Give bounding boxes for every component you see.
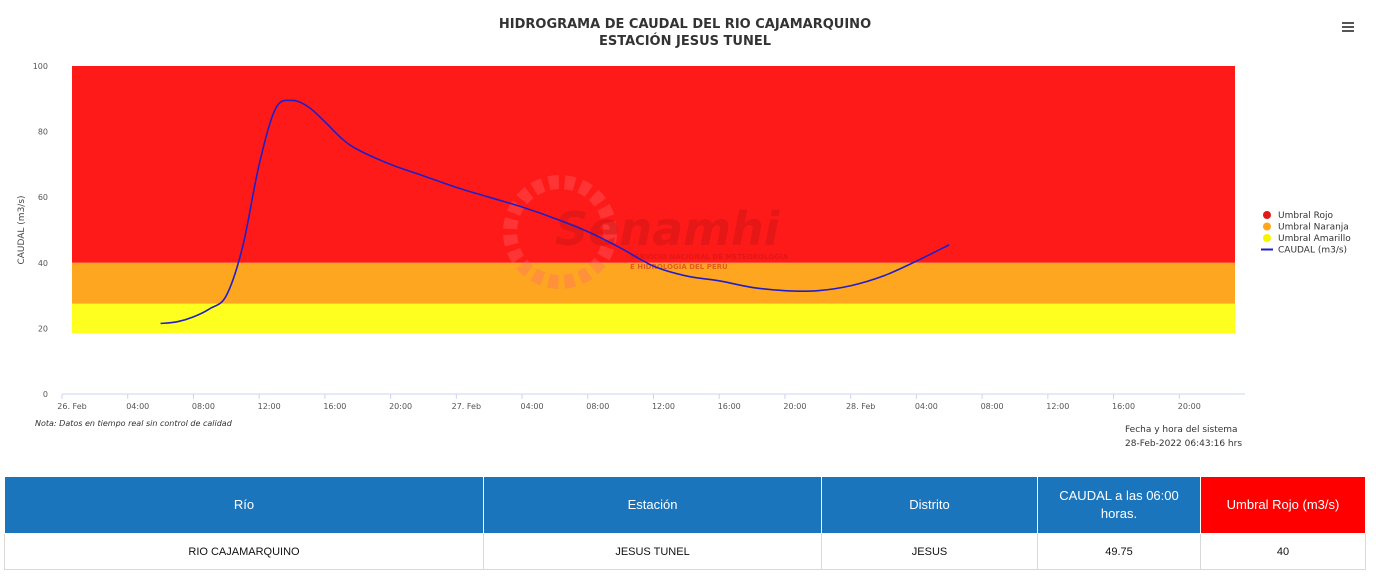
x-tick-label-7: 04:00 <box>521 402 544 411</box>
legend-item-1: Umbral Naranja <box>1278 223 1349 233</box>
y-tick-label-4: 80 <box>38 128 48 137</box>
threshold-band-1 <box>72 262 1235 304</box>
y-axis-label: CAUDAL (m3/s) <box>17 195 27 264</box>
watermark-line1: SERVICIO NACIONAL DE METEOROLOGÍA <box>630 252 789 261</box>
x-tick-label-15: 12:00 <box>1046 402 1069 411</box>
cell-estacion: JESUS TUNEL <box>483 533 822 570</box>
cell-umbral-rojo: 40 <box>1200 533 1366 570</box>
table-header-row: Río Estación Distrito CAUDAL a las 06:00… <box>4 476 1366 534</box>
header-rio: Río <box>4 476 484 534</box>
threshold-band-0 <box>72 66 1235 263</box>
chart-svg: HIDROGRAMA DE CAUDAL DEL RIO CAJAMARQUIN… <box>17 17 1351 411</box>
header-umbral-rojo: Umbral Rojo (m3/s) <box>1200 476 1366 534</box>
legend-marker-0 <box>1263 211 1271 219</box>
x-tick-label-13: 04:00 <box>915 402 938 411</box>
chart-subtitle: ESTACIÓN JESUS TUNEL <box>599 33 771 49</box>
header-estacion: Estación <box>483 476 822 534</box>
legend-item-0: Umbral Rojo <box>1278 211 1334 221</box>
x-tick-label-14: 08:00 <box>981 402 1004 411</box>
table-row: RIO CAJAMARQUINO JESUS TUNEL JESUS 49.75… <box>4 533 1366 570</box>
quality-note: Nota: Datos en tiempo real sin control d… <box>35 419 232 428</box>
x-tick-label-6: 27. Feb <box>452 402 481 411</box>
x-tick-label-17: 20:00 <box>1178 402 1201 411</box>
x-tick-label-1: 04:00 <box>126 402 149 411</box>
cell-distrito: JESUS <box>821 533 1038 570</box>
series-line-0 <box>160 99 950 325</box>
y-tick-label-3: 60 <box>38 193 48 202</box>
header-distrito: Distrito <box>821 476 1038 534</box>
system-date-value: 28-Feb-2022 06:43:16 hrs <box>1125 439 1243 449</box>
x-tick-label-11: 20:00 <box>783 402 806 411</box>
watermark-brand: Senamhi <box>555 202 781 256</box>
system-date: Fecha y hora del sistema 28-Feb-2022 06:… <box>1125 423 1242 451</box>
watermark-line2: E HIDROLOGÍA DEL PERÚ <box>630 262 728 271</box>
legend-item-2: Umbral Amarillo <box>1278 234 1351 244</box>
x-tick-label-4: 16:00 <box>323 402 346 411</box>
x-tick-label-9: 12:00 <box>652 402 675 411</box>
x-tick-label-2: 08:00 <box>192 402 215 411</box>
y-tick-label-2: 40 <box>38 259 48 268</box>
x-tick-label-8: 08:00 <box>586 402 609 411</box>
header-caudal: CAUDAL a las 06:00 horas. <box>1037 476 1201 534</box>
chart-title: HIDROGRAMA DE CAUDAL DEL RIO CAJAMARQUIN… <box>499 17 871 32</box>
cell-rio: RIO CAJAMARQUINO <box>4 533 484 570</box>
y-tick-label-0: 0 <box>43 390 48 399</box>
cell-caudal: 49.75 <box>1037 533 1201 570</box>
legend-marker-2 <box>1263 234 1271 242</box>
system-date-label: Fecha y hora del sistema <box>1125 425 1238 435</box>
legend-item-3: CAUDAL (m3/s) <box>1278 246 1347 256</box>
hamburger-icon[interactable] <box>1336 16 1360 40</box>
x-tick-label-0: 26. Feb <box>57 402 86 411</box>
x-tick-label-5: 20:00 <box>389 402 412 411</box>
station-table: Río Estación Distrito CAUDAL a las 06:00… <box>4 476 1366 570</box>
y-tick-label-5: 100 <box>33 62 48 71</box>
x-tick-label-12: 28. Feb <box>846 402 875 411</box>
legend-marker-1 <box>1263 222 1271 231</box>
watermark-sun-icon <box>503 175 617 289</box>
x-tick-label-3: 12:00 <box>258 402 281 411</box>
hydrograph-chart: HIDROGRAMA DE CAUDAL DEL RIO CAJAMARQUIN… <box>17 16 1360 451</box>
y-tick-label-1: 20 <box>38 324 48 333</box>
threshold-band-2 <box>72 303 1235 334</box>
x-tick-label-16: 16:00 <box>1112 402 1135 411</box>
x-tick-label-10: 16:00 <box>718 402 741 411</box>
